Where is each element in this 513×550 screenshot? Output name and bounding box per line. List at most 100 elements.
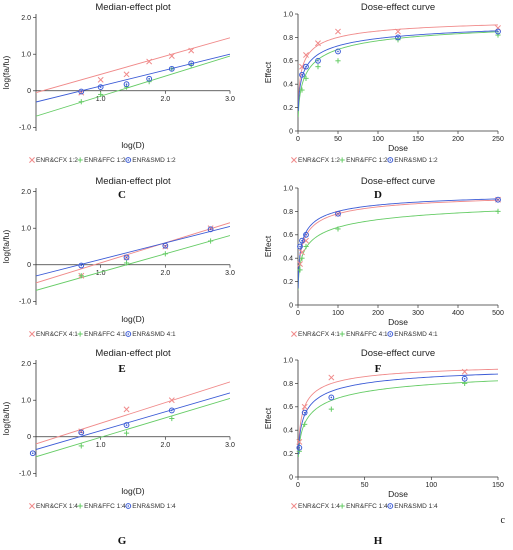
x-tick-label: 3.0 xyxy=(225,442,235,449)
data-point-series-2 xyxy=(78,443,84,449)
y-tick-label: -1.0 xyxy=(19,125,31,132)
y-tick-label: 0.4 xyxy=(283,428,293,435)
data-point-series-1 xyxy=(328,374,335,381)
data-point-series-3 xyxy=(78,88,85,95)
y-tick-label: 0.6 xyxy=(283,404,293,411)
series-line-2 xyxy=(36,397,230,458)
legend-marker-3 xyxy=(387,503,394,509)
y-tick-label: 1.0 xyxy=(21,226,31,233)
data-point-series-2 xyxy=(296,448,302,454)
series-curve-1 xyxy=(298,199,498,291)
fit-lines xyxy=(36,381,230,458)
legend-label-2: ENR&FFC 4:1 xyxy=(346,331,388,338)
y-tick-label: 0 xyxy=(27,88,31,95)
x-tick-label: 150 xyxy=(412,136,424,143)
y-axis-label: log(fa/fu) xyxy=(1,230,11,264)
x-tick-label: 2.0 xyxy=(160,96,170,103)
legend-marker-2 xyxy=(77,503,83,509)
x-axis-label: Dose xyxy=(388,143,408,153)
series-line-1 xyxy=(36,222,230,284)
data-point-series-2 xyxy=(335,226,341,232)
legend-marker-3 xyxy=(125,503,132,509)
y-tick-label: 0.2 xyxy=(283,451,293,458)
y-axis-label: Effect xyxy=(263,235,273,257)
series-curve-2 xyxy=(298,210,498,291)
data-point-series-1 xyxy=(188,47,195,54)
fit-lines xyxy=(36,222,230,291)
data-point-series-3 xyxy=(395,34,401,41)
legend-marker-2 xyxy=(339,331,345,337)
data-point-series-1 xyxy=(299,249,305,256)
legend-marker-3 xyxy=(387,331,394,337)
legend-label-2: ENR&FFC 1:4 xyxy=(346,503,388,510)
panel-g-median-effect: Median-effect plot -1.0 0 1.0 2.0 1.0 2.0 3.0 lo… xyxy=(1,348,235,510)
x-tick-label: 300 xyxy=(412,310,424,317)
data-point-series-2 xyxy=(328,406,334,412)
x-axis-label: log(D) xyxy=(121,486,144,496)
data-point-series-3 xyxy=(315,57,321,64)
data-point-series-2 xyxy=(78,273,84,279)
data-point-series-3 xyxy=(168,65,175,72)
data-point-series-2 xyxy=(169,415,175,422)
legend-marker-1 xyxy=(291,157,297,163)
data-point-series-1 xyxy=(78,428,85,435)
series-line-2 xyxy=(36,55,230,117)
series-curve-1 xyxy=(298,368,498,452)
y-tick-label: 0.8 xyxy=(283,35,293,42)
data-point-series-2 xyxy=(299,87,305,93)
x-axis-label: Dose xyxy=(388,317,408,327)
panel-label-d: D xyxy=(374,189,382,201)
legend-marker-3 xyxy=(125,331,132,337)
x-tick-label: 3.0 xyxy=(225,270,235,277)
fit-lines xyxy=(298,24,498,117)
x-tick-label: 1.0 xyxy=(96,96,106,103)
legend-label-3: ENR&SMD 1:4 xyxy=(132,503,176,510)
x-axis-label: Dose xyxy=(388,489,408,499)
x-tick-label: 0 xyxy=(296,136,300,143)
y-tick-label: 0.2 xyxy=(283,105,293,112)
series-curve-1 xyxy=(298,24,498,109)
x-tick-label: 500 xyxy=(492,310,504,317)
chart-title: Dose-effect curve xyxy=(361,2,435,13)
panel-f-dose-effect: Dose-effect curve 0 0.2 0.4 0.6 0.8 1.0 0 100 200… xyxy=(263,176,504,338)
data-point-series-3 xyxy=(299,237,305,244)
x-tick-label: 2.0 xyxy=(160,270,170,277)
x-tick-label: 50 xyxy=(361,482,369,489)
y-tick-label: 0.8 xyxy=(283,381,293,388)
fit-lines xyxy=(298,198,498,291)
data-point-series-3 xyxy=(335,210,341,217)
data-point-series-1 xyxy=(123,71,130,78)
x-tick-label: 100 xyxy=(332,310,344,317)
legend-marker-2 xyxy=(339,157,345,163)
legend-marker-3 xyxy=(387,157,394,163)
data-point-series-3 xyxy=(303,63,309,70)
y-axis-label: log(fa/fu) xyxy=(1,402,11,436)
x-tick-label: 2.0 xyxy=(160,442,170,449)
data-point-series-2 xyxy=(162,251,168,257)
series-line-1 xyxy=(36,381,230,445)
legend-label-1: ENR&CFX 1:2 xyxy=(36,157,78,164)
data-point-series-1 xyxy=(303,51,309,58)
y-tick-label: 1.0 xyxy=(21,52,31,59)
legend-marker-2 xyxy=(339,503,345,509)
legend-label-1: ENR&CFX 1:4 xyxy=(298,503,340,510)
x-tick-label: 1.0 xyxy=(96,270,106,277)
legend-marker-2 xyxy=(77,331,83,337)
data-point-series-2 xyxy=(123,430,130,436)
data-point-series-1 xyxy=(335,28,341,35)
y-tick-label: 0 xyxy=(289,302,293,309)
data-point-series-3 xyxy=(123,81,130,88)
panel-label-g: G xyxy=(118,535,127,547)
y-tick-label: 0.6 xyxy=(283,58,293,65)
data-point-series-1 xyxy=(168,397,175,404)
panel-c-median-effect: Median-effect plot -1.0 0 1.0 2.0 1.0 2.0 3.0 lo… xyxy=(1,2,235,164)
data-point-series-3 xyxy=(299,71,305,78)
series-line-1 xyxy=(36,37,230,94)
y-tick-label: 1.0 xyxy=(21,398,31,405)
legend-label-1: ENR&CFX 4:1 xyxy=(298,331,340,338)
data-point-series-3 xyxy=(335,48,341,55)
y-tick-label: 0 xyxy=(27,262,31,269)
data-point-series-3 xyxy=(97,84,104,91)
data-point-series-1 xyxy=(207,225,214,232)
panel-label-e: E xyxy=(118,363,125,375)
